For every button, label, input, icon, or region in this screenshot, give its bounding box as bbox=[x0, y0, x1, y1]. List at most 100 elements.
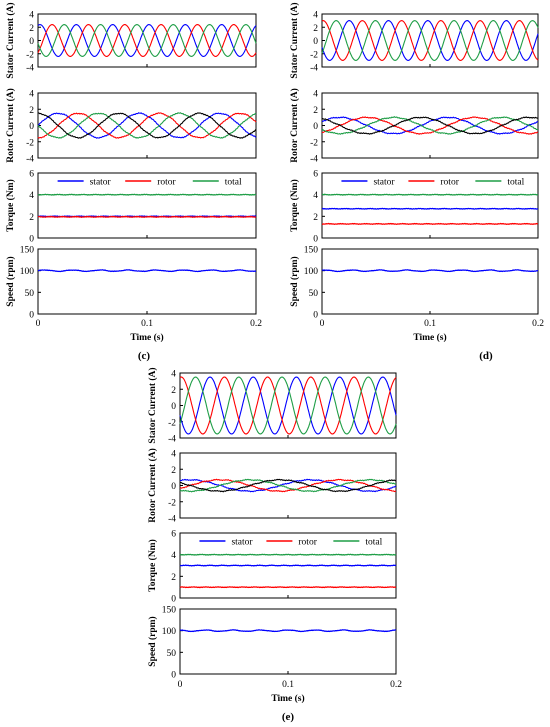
y-tick-label: 0 bbox=[171, 402, 176, 412]
y-tick-label: -2 bbox=[168, 418, 176, 428]
plot-frame bbox=[37, 248, 257, 315]
panel-3: 0 50 100 150 Speed (rpm) 0 0.1 0.2 Time (s) bbox=[5, 246, 262, 344]
series-line-2 bbox=[321, 193, 539, 196]
y-tick-label: 0 bbox=[313, 37, 318, 47]
panel-0: -4 -2 0 2 4 Stator Current (A) bbox=[147, 367, 397, 445]
panel-3: 0 50 100 150 Speed (rpm) 0 0.1 0.2 Time (s) bbox=[289, 246, 544, 344]
y-tick-label: 4 bbox=[29, 191, 34, 201]
panel-1: -4 -2 0 2 4 Rotor Current (A) bbox=[289, 88, 539, 165]
panel-2: 0 2 4 6 Torque (Nm) stator rotor total bbox=[5, 170, 257, 245]
series-line-3 bbox=[37, 112, 257, 139]
series-line-1 bbox=[37, 215, 257, 219]
series-line-0 bbox=[179, 629, 397, 633]
series-line-2 bbox=[179, 376, 397, 435]
y-tick-label: 50 bbox=[25, 289, 35, 299]
y-tick-label: 2 bbox=[171, 466, 176, 476]
panel-0: -4 -2 0 2 4 Stator Current (A) bbox=[289, 2, 539, 79]
figure-caption: (c) bbox=[138, 350, 151, 362]
panel-0: -4 -2 0 2 4 Stator Current (A) bbox=[5, 2, 257, 79]
y-axis-label: Rotor Current (A) bbox=[5, 88, 16, 163]
series-line-0 bbox=[321, 269, 538, 273]
y-tick-label: 0 bbox=[313, 235, 318, 245]
y-tick-label: 0 bbox=[171, 482, 176, 492]
plot-frame bbox=[321, 248, 539, 315]
series-line-0 bbox=[37, 269, 257, 273]
y-axis-label: Stator Current (A) bbox=[5, 2, 16, 78]
legend-label-total: total bbox=[507, 178, 524, 188]
x-axis-label: Time (s) bbox=[413, 332, 446, 343]
legend-label-rotor: rotor bbox=[440, 178, 459, 188]
series-line-1 bbox=[179, 478, 397, 493]
series-line-3 bbox=[321, 116, 539, 135]
panel-2: 0 2 4 6 Torque (Nm) stator rotor total bbox=[289, 170, 539, 245]
y-tick-label: 0 bbox=[29, 37, 34, 47]
plot-frame bbox=[179, 452, 397, 519]
chart-0: -4 -2 0 2 4 Stator Current (A) -4 -2 0 2 4 Rotor Cu… bbox=[5, 2, 262, 362]
x-tick-label: 0.1 bbox=[424, 319, 436, 329]
y-axis-label: Speed (rpm) bbox=[5, 256, 16, 306]
x-axis-label: Time (s) bbox=[130, 332, 163, 343]
y-tick-label: 2 bbox=[313, 106, 318, 116]
legend-label-total: total bbox=[225, 178, 242, 188]
y-tick-label: 0 bbox=[171, 595, 176, 605]
y-tick-label: -4 bbox=[26, 155, 34, 165]
y-tick-label: 2 bbox=[171, 573, 176, 583]
series-line-0 bbox=[321, 20, 539, 61]
y-tick-label: 2 bbox=[29, 24, 34, 34]
series-line-0 bbox=[321, 116, 539, 135]
panel-3: 0 50 100 150 Speed (rpm) 0 0.1 0.2 Time (s) bbox=[147, 606, 402, 705]
y-tick-label: -4 bbox=[310, 64, 318, 74]
y-tick-label: 4 bbox=[313, 90, 318, 100]
y-axis-label: Stator Current (A) bbox=[289, 2, 300, 78]
y-tick-label: 6 bbox=[313, 170, 318, 180]
y-axis-label: Torque (Nm) bbox=[289, 179, 300, 232]
y-tick-label: 4 bbox=[29, 90, 34, 100]
chart-2: -4 -2 0 2 4 Stator Current (A) -4 -2 0 2 4 Rotor Cu… bbox=[147, 367, 402, 723]
y-tick-label: -2 bbox=[26, 50, 34, 60]
y-tick-label: 2 bbox=[171, 386, 176, 396]
y-tick-label: 4 bbox=[171, 450, 176, 460]
y-axis-label: Rotor Current (A) bbox=[147, 448, 158, 523]
y-tick-label: 150 bbox=[162, 606, 177, 616]
plot-frame bbox=[37, 13, 257, 68]
y-tick-label: -2 bbox=[310, 50, 318, 60]
y-tick-label: 150 bbox=[304, 246, 319, 256]
legend-label-stator: stator bbox=[373, 178, 395, 188]
x-tick-label: 0.2 bbox=[532, 319, 544, 329]
series-line-0 bbox=[179, 376, 397, 435]
figure-caption: (d) bbox=[479, 350, 493, 362]
y-axis-label: Speed (rpm) bbox=[147, 616, 158, 666]
y-tick-label: 100 bbox=[20, 267, 35, 277]
y-tick-label: 6 bbox=[29, 170, 34, 180]
panel-2: 0 2 4 6 Torque (Nm) stator rotor total bbox=[147, 530, 397, 605]
y-tick-label: -2 bbox=[310, 138, 318, 148]
x-tick-label: 0 bbox=[36, 319, 41, 329]
y-tick-label: 0 bbox=[29, 122, 34, 132]
y-axis-label: Stator Current (A) bbox=[147, 367, 158, 443]
x-tick-label: 0 bbox=[178, 680, 183, 690]
y-axis-label: Torque (Nm) bbox=[147, 539, 158, 592]
y-tick-label: 6 bbox=[171, 530, 176, 540]
series-line-0 bbox=[179, 564, 397, 567]
panel-1: -4 -2 0 2 4 Rotor Current (A) bbox=[147, 448, 397, 525]
y-tick-label: 4 bbox=[171, 551, 176, 561]
y-tick-label: 50 bbox=[309, 289, 319, 299]
series-line-2 bbox=[37, 193, 257, 196]
y-tick-label: 100 bbox=[304, 267, 319, 277]
series-line-1 bbox=[322, 222, 539, 226]
y-axis-label: Speed (rpm) bbox=[289, 256, 300, 306]
y-tick-label: 150 bbox=[20, 246, 35, 256]
y-tick-label: 2 bbox=[29, 106, 34, 116]
y-tick-label: 0 bbox=[29, 311, 34, 321]
series-line-1 bbox=[321, 20, 539, 61]
figure-caption: (e) bbox=[282, 711, 295, 723]
legend-label-rotor: rotor bbox=[298, 538, 317, 548]
x-tick-label: 0.2 bbox=[250, 319, 262, 329]
y-tick-label: 2 bbox=[313, 213, 318, 223]
y-tick-label: 0 bbox=[171, 671, 176, 681]
panel-1: -4 -2 0 2 4 Rotor Current (A) bbox=[5, 88, 257, 165]
y-tick-label: -4 bbox=[168, 435, 176, 445]
x-axis-label: Time (s) bbox=[271, 693, 304, 704]
x-tick-label: 0.2 bbox=[390, 680, 402, 690]
legend-label-total: total bbox=[365, 538, 382, 548]
